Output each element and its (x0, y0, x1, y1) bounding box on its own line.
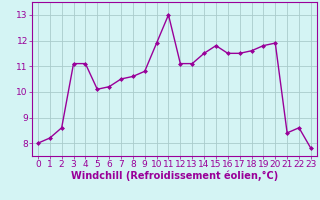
X-axis label: Windchill (Refroidissement éolien,°C): Windchill (Refroidissement éolien,°C) (71, 171, 278, 181)
